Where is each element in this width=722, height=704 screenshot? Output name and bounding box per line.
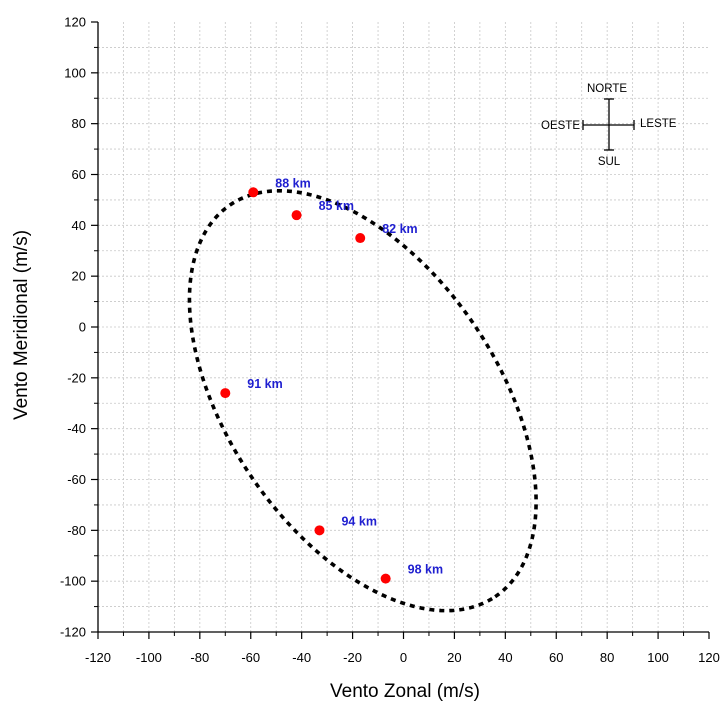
x-tick-label: 40 xyxy=(498,650,512,665)
compass-east-label: LESTE xyxy=(640,118,677,130)
y-tick-label: 120 xyxy=(64,15,86,30)
point-labels: 88 km 85 km 82 km 91 km 94 km 98 km xyxy=(247,176,443,576)
y-tick-label: 100 xyxy=(64,65,86,80)
points-layer xyxy=(220,187,391,584)
y-tick-label: 20 xyxy=(72,269,86,284)
x-tick-label: 120 xyxy=(698,650,720,665)
y-tick-label: -100 xyxy=(60,574,86,589)
point-label: 94 km xyxy=(341,514,376,528)
x-tick-label: -20 xyxy=(343,650,362,665)
y-tick-label: -80 xyxy=(67,523,86,538)
axis-ticks: -120 -100 -80 -60 -40 -20 0 20 40 60 80 100 120 120 10… xyxy=(60,15,720,666)
data-point xyxy=(248,187,259,198)
point-label: 85 km xyxy=(319,199,354,213)
data-point xyxy=(380,573,391,584)
y-tick-label: -120 xyxy=(60,625,86,640)
x-tick-label: -40 xyxy=(292,650,311,665)
y-tick-label: 60 xyxy=(72,167,86,182)
x-tick-label: 100 xyxy=(647,650,669,665)
x-tick-label: -100 xyxy=(136,650,162,665)
point-label: 91 km xyxy=(247,377,282,391)
x-tick-label: -120 xyxy=(85,650,111,665)
x-tick-label: -60 xyxy=(241,650,260,665)
x-tick-label: 20 xyxy=(447,650,461,665)
point-label: 88 km xyxy=(275,176,310,190)
y-tick-label: -40 xyxy=(67,421,86,436)
data-point xyxy=(220,388,231,399)
compass-south-label: SUL xyxy=(598,156,621,168)
y-tick-label: 40 xyxy=(72,218,86,233)
ellipse-layer xyxy=(187,188,538,613)
grid xyxy=(98,22,709,632)
point-label: 82 km xyxy=(382,222,417,236)
y-tick-label: -60 xyxy=(67,472,86,487)
y-tick-label: 80 xyxy=(72,116,86,131)
y-axis-title: Vento Meridional (m/s) xyxy=(11,230,32,420)
y-tick-label: 0 xyxy=(79,320,86,335)
y-tick-label: -20 xyxy=(67,370,86,385)
data-point xyxy=(314,525,325,536)
data-point xyxy=(355,233,366,244)
ellipse-path xyxy=(187,188,538,613)
x-tick-label: 0 xyxy=(400,650,407,665)
compass-west-label: OESTE xyxy=(541,120,580,132)
point-label: 98 km xyxy=(408,563,443,577)
data-point xyxy=(291,210,302,221)
x-tick-label: 60 xyxy=(549,650,563,665)
x-axis-title: Vento Zonal (m/s) xyxy=(330,681,480,702)
x-tick-label: -80 xyxy=(190,650,209,665)
compass-north-label: NORTE xyxy=(587,83,627,95)
compass-rose: NORTE SUL OESTE LESTE xyxy=(541,83,677,168)
x-tick-label: 80 xyxy=(600,650,614,665)
